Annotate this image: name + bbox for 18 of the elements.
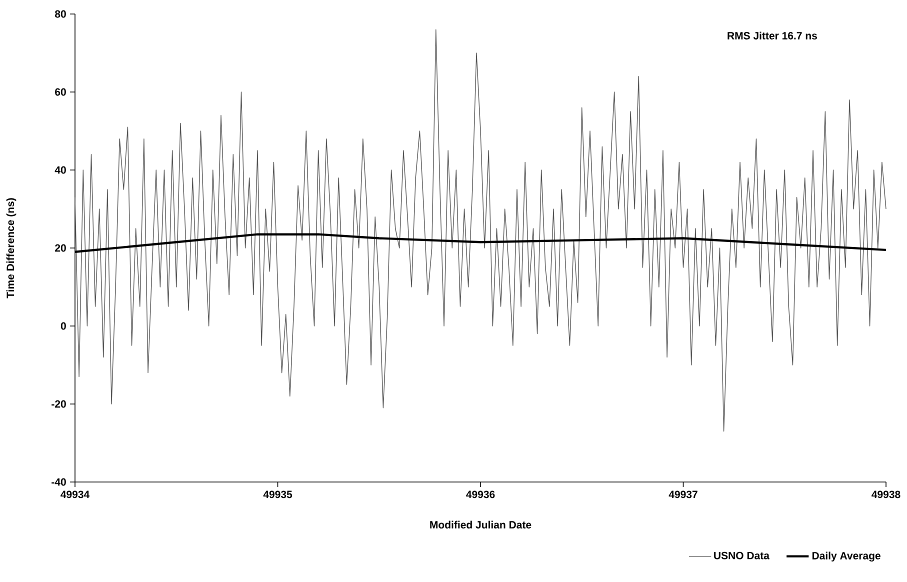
x-tick-label: 49936: [466, 490, 495, 498]
y-tick-label: 0: [60, 322, 66, 330]
x-tick-label: 49938: [872, 490, 900, 498]
x-tick-label: 49934: [60, 490, 90, 498]
annotation: RMS Jitter 16.7 ns: [728, 32, 817, 40]
legend-label: USNO Data: [714, 552, 770, 560]
y-tick-label: -20: [52, 400, 66, 408]
x-tick-label: 49937: [668, 490, 698, 498]
y-tick-label: 60: [55, 88, 66, 96]
y-axis-title: Time Difference (ns): [6, 198, 16, 298]
y-tick-label: 20: [55, 244, 66, 252]
line-series: [74, 29, 886, 432]
x-tick-label: 49935: [263, 490, 292, 498]
y-tick-label: 40: [54, 166, 66, 174]
y-tick-label: -40: [52, 478, 66, 486]
y-tick-label: 80: [55, 10, 66, 18]
x-axis-title: Modified Julian Date: [430, 520, 532, 529]
legend-label: Daily Average: [812, 552, 880, 562]
